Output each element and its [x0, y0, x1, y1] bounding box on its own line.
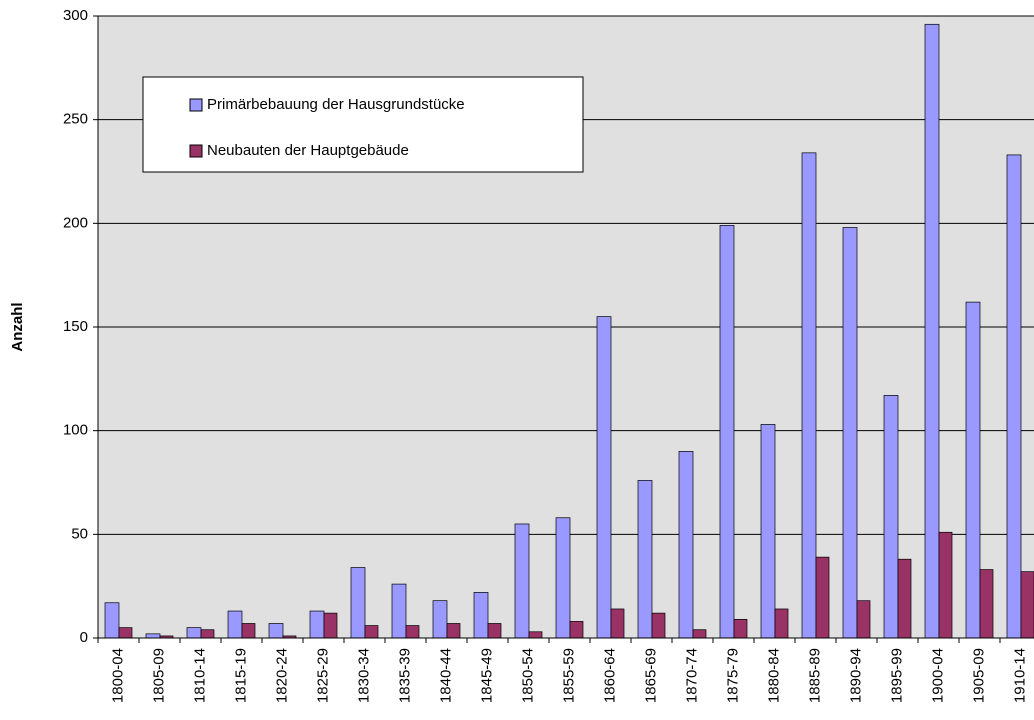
bar — [815, 556, 830, 639]
bar — [842, 227, 858, 639]
bar — [1006, 154, 1022, 639]
x-tick-label: 1815-19 — [232, 648, 249, 703]
bar — [938, 531, 953, 639]
bar — [979, 569, 994, 639]
x-tick-label: 1895-99 — [888, 648, 905, 703]
legend-swatch — [189, 98, 203, 112]
x-tick-label: 1905-09 — [970, 648, 987, 703]
bar — [569, 621, 584, 639]
bar — [965, 301, 981, 639]
bar — [350, 567, 366, 639]
y-tick-label: 50 — [71, 525, 88, 542]
bar — [801, 152, 817, 639]
x-tick-label: 1875-79 — [724, 648, 741, 703]
bar — [186, 627, 202, 639]
x-tick-label: 1865-69 — [642, 648, 659, 703]
y-tick-label: 150 — [63, 318, 88, 335]
x-tick-label: 1850-54 — [519, 648, 536, 703]
bar — [883, 395, 899, 639]
x-tick-label: 1900-04 — [929, 648, 946, 703]
bar — [719, 225, 735, 639]
bar — [323, 612, 338, 639]
bar — [145, 633, 161, 639]
x-tick-label: 1825-29 — [314, 648, 331, 703]
bar — [856, 600, 871, 639]
x-tick-label: 1800-04 — [109, 648, 126, 703]
bar — [309, 610, 325, 639]
x-tick-label: 1860-64 — [601, 648, 618, 703]
bar — [528, 631, 543, 639]
x-tick-label: 1870-74 — [683, 648, 700, 703]
legend — [142, 76, 584, 173]
bar — [774, 608, 789, 639]
bar — [391, 583, 407, 639]
bar — [432, 600, 448, 639]
y-tick-label: 0 — [80, 629, 88, 646]
bar — [473, 592, 489, 639]
x-tick-label: 1810-14 — [191, 648, 208, 703]
bar — [1020, 571, 1034, 639]
x-tick-label: 1845-49 — [478, 648, 495, 703]
x-tick-label: 1885-89 — [806, 648, 823, 703]
x-tick-label: 1840-44 — [437, 648, 454, 703]
bar — [610, 608, 625, 639]
x-tick-label: 1820-24 — [273, 648, 290, 703]
bar — [227, 610, 243, 639]
y-tick-label: 200 — [63, 214, 88, 231]
bar — [487, 623, 502, 639]
bar — [118, 627, 133, 639]
bar — [733, 618, 748, 639]
x-tick-label: 1835-39 — [396, 648, 413, 703]
bar — [555, 517, 571, 639]
x-tick-label: 1855-59 — [560, 648, 577, 703]
bar — [200, 629, 215, 639]
x-tick-label: 1880-84 — [765, 648, 782, 703]
x-tick-label: 1910-14 — [1011, 648, 1028, 703]
bar — [364, 625, 379, 639]
bar — [678, 451, 694, 639]
y-tick-label: 100 — [63, 422, 88, 439]
x-tick-label: 1805-09 — [150, 648, 167, 703]
bar — [651, 612, 666, 639]
legend-label: Neubauten der Hauptgebäude — [207, 142, 409, 159]
bar — [241, 623, 256, 639]
x-tick-label: 1890-94 — [847, 648, 864, 703]
bar — [514, 523, 530, 639]
bar — [760, 424, 776, 639]
bar — [637, 480, 653, 639]
bar — [924, 23, 940, 639]
bar — [268, 623, 284, 639]
bar — [405, 625, 420, 639]
x-tick-label: 1830-34 — [355, 648, 372, 703]
bar — [596, 316, 612, 639]
bar — [446, 623, 461, 639]
y-axis-label: Anzahl — [9, 302, 26, 351]
y-tick-label: 250 — [63, 111, 88, 128]
bar — [897, 558, 912, 639]
bar — [692, 629, 707, 639]
legend-label: Primärbebauung der Hausgrundstücke — [207, 96, 465, 113]
bar — [104, 602, 120, 639]
legend-swatch — [189, 144, 203, 158]
y-tick-label: 300 — [63, 7, 88, 24]
